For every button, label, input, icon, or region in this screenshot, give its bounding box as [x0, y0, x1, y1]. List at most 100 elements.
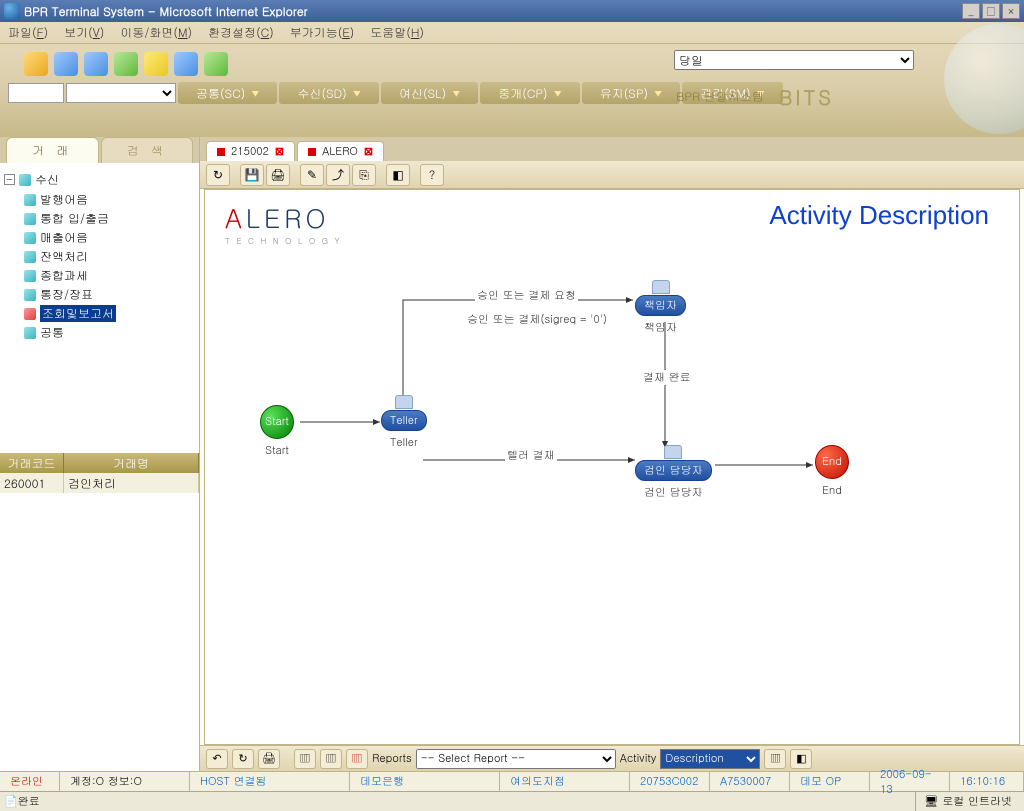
node-reviewer[interactable]: 검인 담당자 검인 담당자	[635, 445, 712, 500]
tree-node[interactable]: 종합과세	[24, 266, 195, 285]
table-row[interactable]: 260001 검인처리	[0, 473, 199, 493]
ie-page-icon: 📄	[4, 794, 18, 809]
tree-toggle-icon[interactable]: −	[4, 174, 15, 185]
tree-item-label: 통합 입/출금	[40, 210, 109, 227]
navtab-sd[interactable]: 수신(SD)▼	[279, 82, 379, 104]
tree-item-icon	[24, 308, 36, 320]
period-select[interactable]: 당일	[674, 50, 914, 70]
toolbar-icon-1[interactable]	[24, 52, 48, 76]
edge-label-1: 승인 또는 결제 요청	[475, 288, 578, 303]
node-teller[interactable]: Teller Teller	[381, 395, 427, 450]
actor-icon	[395, 395, 413, 409]
nav-select[interactable]	[66, 83, 176, 103]
minimize-button[interactable]: _	[962, 3, 980, 19]
reports-select[interactable]: -- Select Report --	[416, 749, 616, 769]
tree-item-label: 잔액처리	[40, 248, 88, 265]
navtab-sc[interactable]: 공통(SC)▼	[178, 82, 277, 104]
menu-nav[interactable]: 이동/화면(M)	[120, 24, 192, 41]
menu-help[interactable]: 도움말(H)	[370, 24, 424, 41]
toolbar-icon-4[interactable]	[114, 52, 138, 76]
bb-undo-icon[interactable]: ↶	[206, 749, 228, 769]
maximize-button[interactable]: □	[982, 3, 1000, 19]
tb-refresh-icon[interactable]: ↻	[206, 164, 230, 186]
period-dropdown[interactable]: 당일	[674, 50, 914, 70]
nav-code-input[interactable]	[8, 83, 64, 103]
toolbar-icon-7[interactable]	[204, 52, 228, 76]
toolbar-icon-5[interactable]	[144, 52, 168, 76]
tree-item-label: 조회및보고서	[40, 305, 116, 322]
activity-select[interactable]: Description	[660, 749, 760, 769]
ie-icon	[4, 3, 20, 19]
grid-header-name: 거래명	[64, 453, 199, 473]
doc-tab-close-icon[interactable]: ⊠	[275, 144, 284, 159]
nav-row: 공통(SC)▼ 수신(SD)▼ 여신(SL)▼ 중개(CP)▼ 유지(SP)▼ …	[0, 80, 1024, 106]
close-button[interactable]: ×	[1002, 3, 1020, 19]
tree-item-icon	[24, 327, 36, 339]
actor-icon	[652, 280, 670, 294]
tb-print-icon[interactable]: 🖨	[266, 164, 290, 186]
doc-tab-215002[interactable]: 215002 ⊠	[206, 141, 295, 161]
bb-tool-icon[interactable]: ◧	[790, 749, 812, 769]
tb-tool2-icon[interactable]: ⤴	[326, 164, 350, 186]
tree-node[interactable]: 발행어음	[24, 190, 195, 209]
menu-extra[interactable]: 부가기능(E)	[290, 24, 355, 41]
bb-refresh-icon[interactable]: ↻	[232, 749, 254, 769]
folder-icon	[19, 174, 31, 186]
tree-node[interactable]: 공통	[24, 323, 195, 342]
status-date: 2006-09-13	[870, 772, 950, 791]
edge-label-3: 결재 완료	[641, 370, 693, 385]
grid-header: 거래코드 거래명	[0, 453, 199, 473]
bb-chart3-icon[interactable]: ▥	[346, 749, 368, 769]
status-time: 16:10:16	[950, 772, 1024, 791]
grid-header-code: 거래코드	[0, 453, 64, 473]
navtab-sl[interactable]: 여신(SL)▼	[381, 82, 478, 104]
tb-tool1-icon[interactable]: ✎	[300, 164, 324, 186]
status-host: HOST 연결됨	[190, 772, 350, 791]
tb-help-icon[interactable]: ?	[420, 164, 444, 186]
tree-root[interactable]: − 수신	[4, 169, 195, 190]
navtab-cp[interactable]: 중개(CP)▼	[480, 82, 580, 104]
tb-save-icon[interactable]: 💾	[240, 164, 264, 186]
toolbar-icon-2[interactable]	[54, 52, 78, 76]
bb-chart2-icon[interactable]: ▥	[320, 749, 342, 769]
window-title: BPR Terminal System - Microsoft Internet…	[24, 3, 962, 20]
menubar: 파일(F) 보기(V) 이동/화면(M) 환경설정(C) 부가기능(E) 도움말…	[0, 22, 1024, 44]
menu-file[interactable]: 파일(F)	[8, 24, 48, 41]
tree-node[interactable]: 통합 입/출금	[24, 209, 195, 228]
actor-icon	[664, 445, 682, 459]
bb-chart1-icon[interactable]: ▥	[294, 749, 316, 769]
node-end[interactable]: End End	[815, 445, 849, 498]
tree-node[interactable]: 통장/장표	[24, 285, 195, 304]
status-acct: 계정:O 정보:O	[60, 772, 190, 791]
bb-chart4-icon[interactable]: ▥	[764, 749, 786, 769]
navtab-sp[interactable]: 유지(SP)▼	[582, 82, 680, 104]
side-tab-search[interactable]: 검 색	[101, 137, 194, 163]
menu-view[interactable]: 보기(V)	[64, 24, 104, 41]
node-manager[interactable]: 책임자 책임자	[635, 280, 686, 335]
tree-node[interactable]: 조회및보고서	[24, 304, 195, 323]
doc-tab-alero[interactable]: ALERO ⊠	[297, 141, 384, 161]
tb-tool4-icon[interactable]: ◧	[386, 164, 410, 186]
status-op: 데모 OP	[790, 772, 870, 791]
node-start[interactable]: Start Start	[260, 405, 294, 458]
tb-tool3-icon[interactable]: ⎘	[352, 164, 376, 186]
tree-item-icon	[24, 270, 36, 282]
menu-settings[interactable]: 환경설정(C)	[208, 24, 274, 41]
flow-canvas[interactable]: ALERO T E C H N O L O G Y Activity Descr…	[204, 189, 1020, 745]
tree-node[interactable]: 잔액처리	[24, 247, 195, 266]
tree-item-label: 발행어음	[40, 191, 88, 208]
tree-item-icon	[24, 213, 36, 225]
toolbar-icon-6[interactable]	[174, 52, 198, 76]
activity-label: Activity	[620, 751, 657, 766]
tree-item-icon	[24, 232, 36, 244]
bb-print-icon[interactable]: 🖨	[258, 749, 280, 769]
doc-tab-dot-icon	[217, 148, 225, 156]
doc-tab-label: 215002	[231, 144, 269, 159]
side-tab-trade[interactable]: 거 래	[6, 137, 99, 163]
tree-item-label: 통장/장표	[40, 286, 93, 303]
tree: − 수신 발행어음통합 입/출금매출어음잔액처리종합과세통장/장표조회및보고서공…	[0, 163, 199, 453]
status-bank: 데모은행	[350, 772, 500, 791]
doc-tab-close-icon[interactable]: ⊠	[364, 144, 373, 159]
tree-node[interactable]: 매출어음	[24, 228, 195, 247]
toolbar-icon-3[interactable]	[84, 52, 108, 76]
